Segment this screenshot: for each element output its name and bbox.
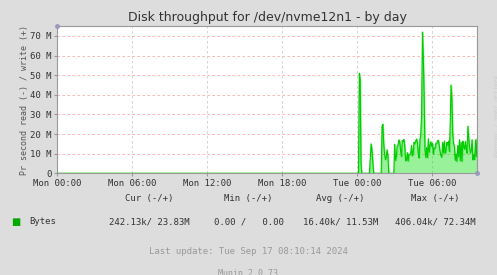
Text: Cur (-/+): Cur (-/+) — [125, 194, 173, 203]
Y-axis label: Pr second read (-) / write (+): Pr second read (-) / write (+) — [20, 25, 29, 175]
Text: ■: ■ — [11, 217, 20, 227]
Title: Disk throughput for /dev/nvme12n1 - by day: Disk throughput for /dev/nvme12n1 - by d… — [128, 10, 407, 24]
Text: Last update: Tue Sep 17 08:10:14 2024: Last update: Tue Sep 17 08:10:14 2024 — [149, 248, 348, 257]
Text: Bytes: Bytes — [29, 217, 56, 226]
Text: RRDTOOL / TOBI OETIKER: RRDTOOL / TOBI OETIKER — [495, 74, 497, 157]
Text: Avg (-/+): Avg (-/+) — [316, 194, 365, 203]
Text: Munin 2.0.73: Munin 2.0.73 — [219, 270, 278, 275]
Text: 406.04k/ 72.34M: 406.04k/ 72.34M — [395, 217, 475, 226]
Text: 242.13k/ 23.83M: 242.13k/ 23.83M — [109, 217, 189, 226]
Text: Min (-/+): Min (-/+) — [224, 194, 273, 203]
Text: Max (-/+): Max (-/+) — [411, 194, 459, 203]
Text: 0.00 /   0.00: 0.00 / 0.00 — [214, 217, 283, 226]
Text: 16.40k/ 11.53M: 16.40k/ 11.53M — [303, 217, 378, 226]
